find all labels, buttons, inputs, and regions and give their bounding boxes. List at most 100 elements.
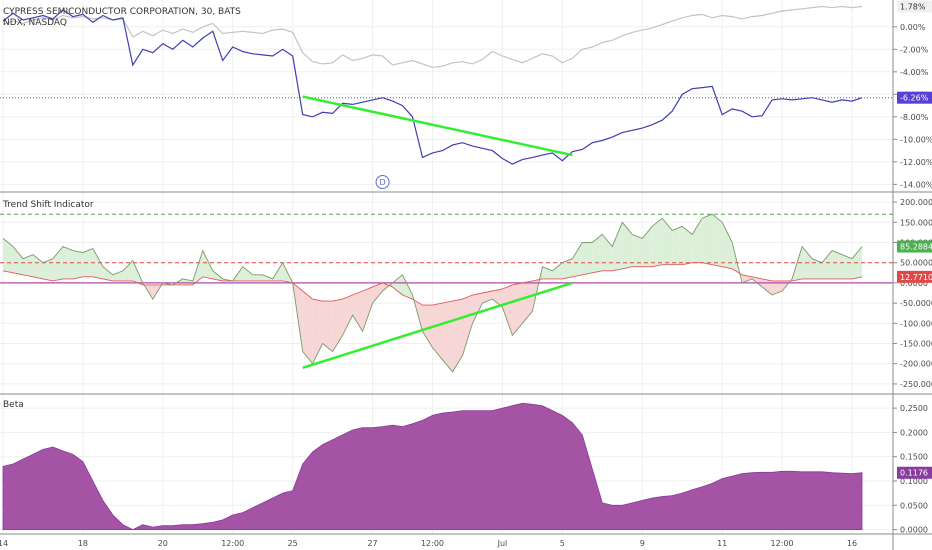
tsi-fill-segment [42, 258, 53, 281]
tsi-fill-segment [22, 254, 33, 277]
tsi-trendline[interactable] [302, 281, 573, 369]
tsi-fill-segment [202, 250, 213, 279]
y-tick-label: 150.0000 [900, 218, 932, 227]
time-tick-label: 5 [560, 539, 565, 548]
tsi-fill-segment [652, 218, 663, 267]
time-tick-label: 16 [847, 539, 857, 548]
y-tick-label: -12.00% [900, 158, 932, 167]
tsi-fill-segment [362, 286, 373, 332]
time-tick-label: 11 [717, 539, 727, 548]
y-tick-label: 0.2500 [900, 404, 928, 413]
tsi-last-badge-bg [897, 240, 932, 253]
tsi-fill-segment [392, 274, 403, 296]
tsi-fill-segment [762, 278, 773, 296]
badges-layer: 1.78% -6.26% 85.2884 12.7710 0.1176 [897, 0, 932, 479]
price-pane[interactable]: D [0, 5, 893, 189]
compare-symbol-label: NDX, NASDAQ [3, 18, 67, 28]
y-tick-label: -150.0000 [900, 340, 932, 349]
cypress-last-badge: -6.26% [897, 91, 932, 104]
tsi-fill-segment [592, 234, 603, 273]
tsi-fill-segment [32, 254, 43, 279]
tsi-fill-segment [12, 246, 23, 275]
time-tick-label: 12:00 [221, 539, 244, 548]
y-tick-label: -2.00% [900, 45, 929, 54]
tsi-fill-segment [422, 305, 433, 348]
tsi-fill-segment [112, 270, 123, 281]
y-tick-label: 0.1500 [900, 453, 928, 462]
cypress-price-line[interactable] [2, 9, 863, 165]
tsi-fill-segment [642, 226, 653, 267]
tsi-fill-segment [692, 218, 703, 263]
tsi-fill-segment [832, 250, 843, 279]
tsi-fill-segment [632, 234, 643, 267]
time-tick-label: 12:00 [771, 539, 794, 548]
y-tick-label: -250.0000 [900, 380, 932, 389]
time-tick-label: 25 [288, 539, 298, 548]
ndx-last-badge: 1.78% [897, 0, 932, 13]
dividend-event-marker[interactable] [375, 175, 390, 189]
y-tick-label: -8.00% [900, 113, 929, 122]
tsi-main-line[interactable] [2, 213, 863, 373]
tsi-fill-segment [102, 266, 113, 281]
tsi-signal-last-badge-text: 12.7710 [900, 273, 932, 282]
tsi-fill-segment [542, 266, 553, 279]
tsi-fill-segment [522, 280, 533, 324]
tsi-signal-last-badge-bg [897, 270, 932, 283]
tsi-fill-segment [502, 284, 513, 336]
tsi-fill-segment [702, 214, 713, 265]
tsi-fill-segment [462, 295, 473, 356]
tsi-last-badge: 85.2884 [897, 240, 932, 253]
beta-area[interactable] [2, 402, 863, 531]
tsi-signal-line[interactable] [2, 262, 863, 306]
tsi-fill-segment [612, 222, 623, 271]
tsi-fill-segment [842, 254, 853, 279]
ndx-last-badge-text: 1.78% [900, 3, 926, 12]
tsi-fill-segment [92, 248, 103, 279]
tsi-fill-segment [562, 258, 573, 279]
y-tick-label: 0.2000 [900, 428, 928, 437]
cypress-last-badge-bg [897, 91, 932, 104]
y-tick-label: -4.00% [900, 68, 929, 77]
tsi-pane[interactable] [0, 213, 893, 373]
tsi-fill-segment [3, 238, 13, 273]
tsi-fill-segment [352, 290, 363, 332]
tsi-last-badge-text: 85.2884 [900, 243, 932, 252]
symbol-title: CYPRESS SEMICONDUCTOR CORPORATION, 30, B… [3, 7, 241, 17]
y-tick-label: -50.0000 [900, 299, 932, 308]
tsi-fill-segment [252, 274, 263, 281]
tsi-fill-segment [572, 242, 583, 277]
ndx-last-badge-bg [897, 0, 932, 13]
price-trendline[interactable] [302, 95, 573, 157]
beta-pane[interactable] [2, 402, 863, 531]
tsi-fill-segment [552, 262, 563, 279]
tsi-fill-segment [622, 222, 633, 269]
y-tick-label: 0.0000 [900, 526, 928, 535]
tsi-fill-segment [122, 260, 133, 281]
tsi-fill-segment [302, 290, 313, 364]
tsi-fill-segment [822, 250, 833, 279]
y-tick-label: 200.0000 [900, 198, 932, 207]
y-tick-label: -10.00% [900, 135, 932, 144]
tsi-fill-segment [472, 293, 483, 324]
tsi-fill-segment [52, 246, 63, 281]
y-tick-label: 0.0000 [900, 279, 928, 288]
tsi-fill-segment [812, 258, 823, 279]
ndx-compare-line[interactable] [2, 5, 863, 68]
tsi-fill-segment [742, 274, 753, 283]
beta-pane-title: Beta [3, 400, 24, 410]
tsi-fill-segment [772, 280, 783, 296]
tsi-fill-segment [662, 218, 673, 265]
tsi-fill-segment [372, 282, 383, 304]
y-tick-label: 0.1000 [900, 477, 928, 486]
y-tick-label: 50.0000 [900, 259, 932, 268]
time-tick-label: 18 [78, 539, 88, 548]
tsi-fill-segment [712, 214, 723, 267]
tsi-fill-segment [582, 242, 593, 275]
tsi-fill-segment [72, 250, 83, 279]
time-tick-label: 14 [0, 539, 8, 548]
beta-last-badge: 0.1176 [897, 466, 932, 479]
tsi-fill-segment [492, 288, 503, 308]
tsi-fill-segment [722, 222, 733, 269]
tsi-fill-segment [322, 301, 333, 352]
